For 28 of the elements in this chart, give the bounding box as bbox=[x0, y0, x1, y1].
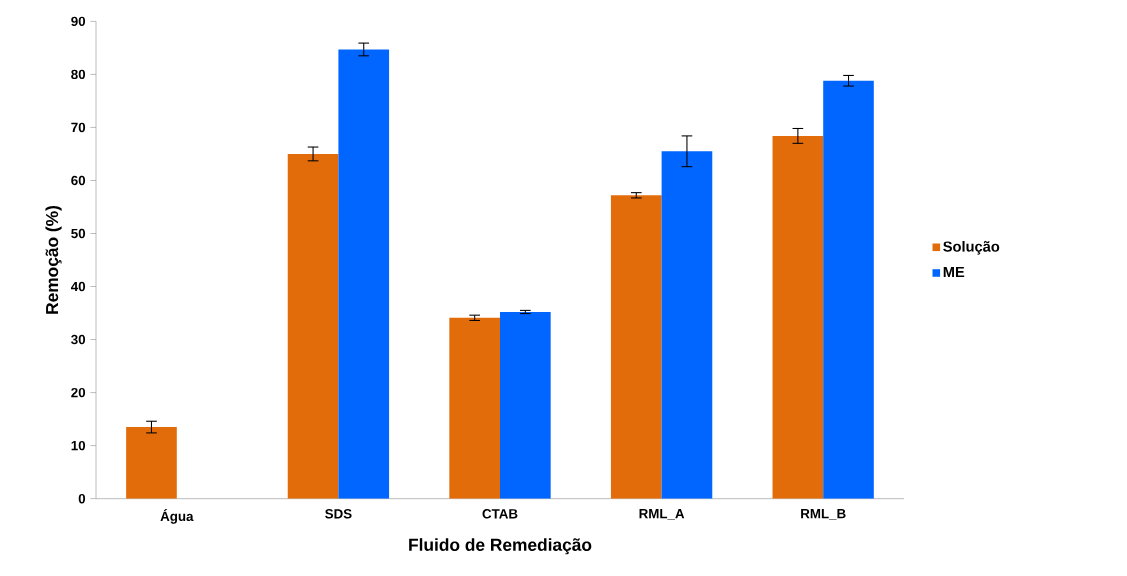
bar bbox=[338, 49, 390, 499]
y-tick-label: 60 bbox=[71, 175, 86, 186]
bar bbox=[500, 311, 551, 499]
x-tick-label: Água bbox=[160, 509, 194, 524]
y-axis-title: Remoção (%) bbox=[45, 205, 62, 314]
x-tick-label: CTAB bbox=[482, 509, 518, 519]
bar bbox=[610, 195, 662, 499]
x-tick-label: SDS bbox=[325, 509, 352, 519]
legend-label: Solução bbox=[943, 240, 1000, 255]
y-tick-label: 80 bbox=[71, 69, 86, 80]
legend-label: ME bbox=[943, 266, 965, 278]
y-tick-label: 30 bbox=[71, 334, 86, 345]
y-tick-label: 20 bbox=[71, 387, 86, 398]
y-tick-label: 0 bbox=[78, 493, 86, 504]
bar bbox=[287, 153, 339, 499]
x-tick-label: RML_A bbox=[639, 509, 685, 520]
y-tick-label: 50 bbox=[71, 228, 86, 239]
bar bbox=[661, 151, 713, 499]
bar bbox=[823, 80, 874, 499]
y-tick-label: 70 bbox=[71, 122, 86, 133]
x-tick-label: RML_B bbox=[801, 509, 846, 520]
bar bbox=[449, 317, 501, 499]
bar bbox=[126, 427, 177, 499]
y-tick-label: 10 bbox=[71, 440, 86, 451]
y-tick-label: 40 bbox=[70, 281, 86, 292]
x-axis-title: Fluido de Remediação bbox=[409, 538, 592, 555]
y-tick-label: 90 bbox=[71, 16, 86, 27]
bar bbox=[772, 135, 824, 499]
